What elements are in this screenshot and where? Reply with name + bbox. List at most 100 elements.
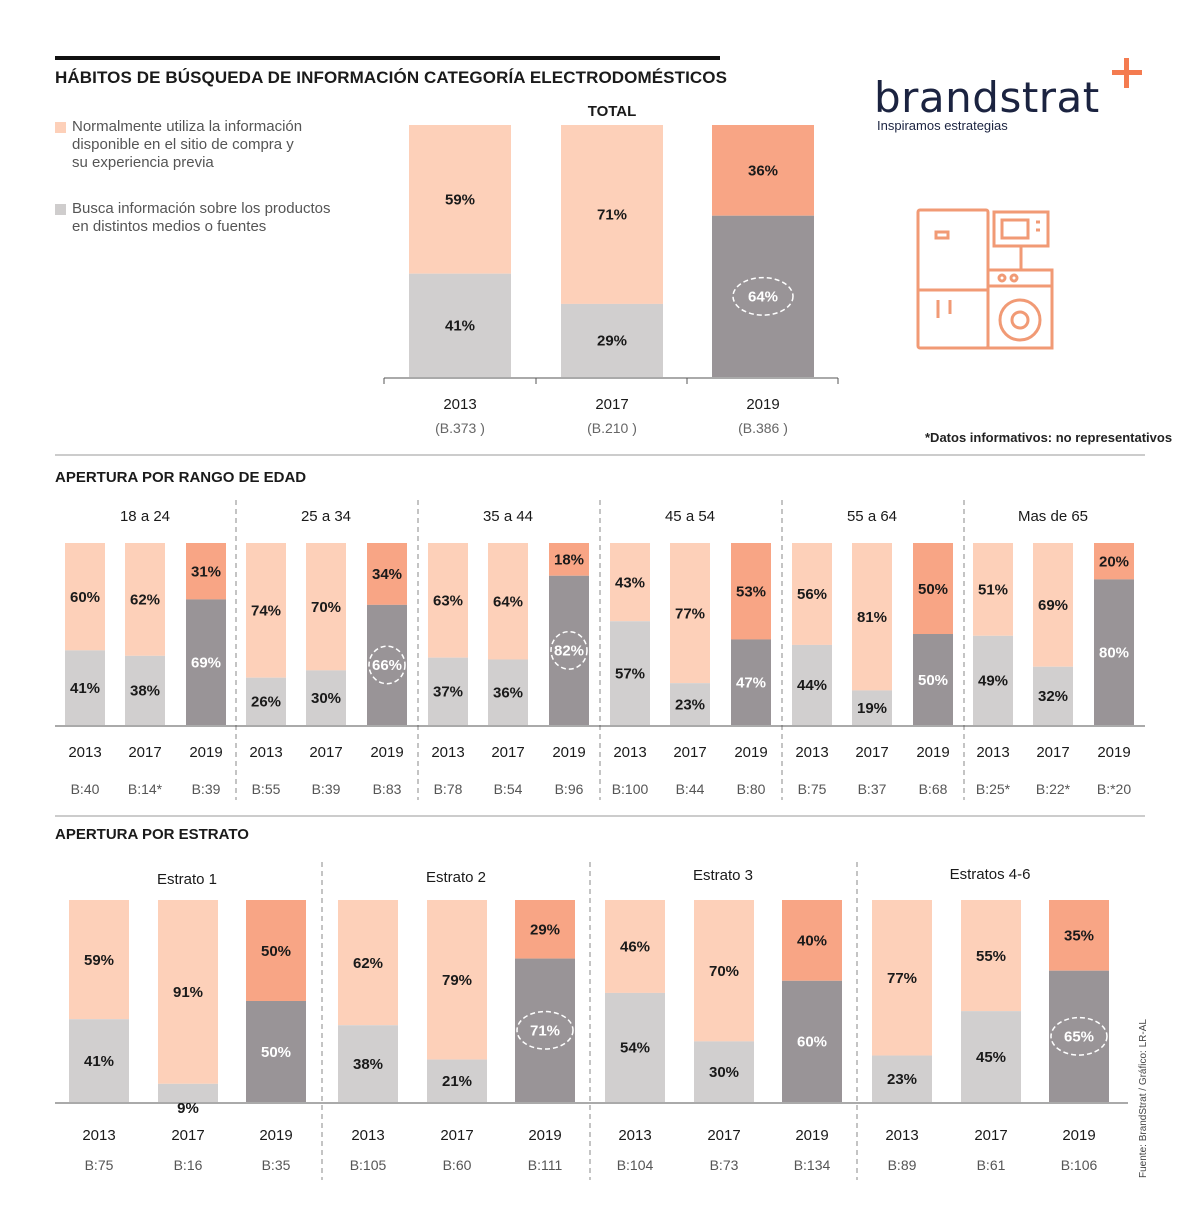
bar-bottom-18-a-24-2019 bbox=[186, 599, 226, 725]
base-label-18-a-24-2017: B:14* bbox=[128, 781, 163, 797]
data-label-top-total-2017: 71% bbox=[597, 207, 627, 224]
tick-label-estrato-3-2019: 2019 bbox=[795, 1127, 828, 1144]
bar-bottom-25-a-34-2017 bbox=[306, 670, 346, 725]
base-label-mas-de-65-2017: B:22* bbox=[1036, 781, 1071, 797]
tick-label-35-a-44-2019: 2019 bbox=[552, 744, 585, 761]
data-label-bottom-25-a-34-2019: 66% bbox=[372, 657, 402, 674]
data-label-top-total-2019: 36% bbox=[748, 163, 778, 180]
data-label-bottom-estrato-3-2013: 54% bbox=[620, 1040, 650, 1057]
bar-bottom-35-a-44-2017 bbox=[488, 659, 528, 725]
data-label-top-55-a-64-2013: 56% bbox=[797, 586, 827, 603]
data-label-bottom-18-a-24-2019: 69% bbox=[191, 654, 221, 671]
group-label-45-a-54: 45 a 54 bbox=[665, 508, 715, 525]
data-label-top-45-a-54-2017: 77% bbox=[675, 605, 705, 622]
tick-label-55-a-64-2019: 2019 bbox=[916, 744, 949, 761]
bar-top-estratos-4-6-2013 bbox=[872, 900, 932, 1056]
bar-top-estrato-2-2019 bbox=[515, 900, 575, 959]
base-label-45-a-54-2017: B:44 bbox=[676, 781, 705, 797]
base-label-total-2013: (B.373 ) bbox=[435, 420, 485, 436]
data-label-bottom-45-a-54-2013: 57% bbox=[615, 665, 645, 682]
base-label-mas-de-65-2013: B:25* bbox=[976, 781, 1011, 797]
bar-bottom-18-a-24-2017 bbox=[125, 655, 165, 725]
bar-bottom-total-2017 bbox=[561, 303, 663, 377]
data-label-top-estratos-4-6-2017: 55% bbox=[976, 948, 1006, 965]
data-label-bottom-45-a-54-2019: 47% bbox=[736, 674, 766, 691]
bar-top-18-a-24-2013 bbox=[65, 543, 105, 651]
data-label-top-mas-de-65-2019: 20% bbox=[1099, 553, 1129, 570]
bar-bottom-estrato-2-2013 bbox=[338, 1025, 398, 1102]
data-label-top-estrato-1-2017: 91% bbox=[173, 984, 203, 1001]
bar-top-35-a-44-2013 bbox=[428, 543, 468, 658]
tick-label-18-a-24-2017: 2017 bbox=[128, 744, 161, 761]
page-title: HÁBITOS DE BÚSQUEDA DE INFORMACIÓN CATEG… bbox=[55, 68, 728, 87]
bar-bottom-35-a-44-2019 bbox=[549, 575, 589, 725]
bar-bottom-estrato-3-2013 bbox=[605, 992, 665, 1102]
bar-bottom-total-2013 bbox=[409, 273, 511, 377]
data-label-top-18-a-24-2013: 60% bbox=[70, 589, 100, 606]
bar-top-estrato-3-2017 bbox=[694, 900, 754, 1042]
data-label-bottom-estrato-3-2019: 60% bbox=[797, 1034, 827, 1051]
bar-bottom-55-a-64-2017 bbox=[852, 690, 892, 725]
bar-bottom-25-a-34-2019 bbox=[367, 604, 407, 725]
header-rule bbox=[55, 56, 720, 60]
data-label-top-estrato-1-2019: 50% bbox=[261, 943, 291, 960]
bar-bottom-55-a-64-2019 bbox=[913, 634, 953, 725]
bar-bottom-mas-de-65-2013 bbox=[973, 635, 1013, 725]
tick-label-estrato-1-2017: 2017 bbox=[171, 1127, 204, 1144]
base-label-35-a-44-2013: B:78 bbox=[434, 781, 463, 797]
group-label-55-a-64: 55 a 64 bbox=[847, 508, 897, 525]
data-label-top-35-a-44-2013: 63% bbox=[433, 593, 463, 610]
data-label-bottom-estrato-2-2017: 21% bbox=[442, 1073, 472, 1090]
base-label-estrato-1-2013: B:75 bbox=[85, 1157, 114, 1173]
section-title-edad: APERTURA POR RANGO DE EDAD bbox=[55, 469, 306, 486]
bar-top-total-2017 bbox=[561, 125, 663, 304]
bar-bottom-18-a-24-2013 bbox=[65, 650, 105, 725]
data-label-bottom-estratos-4-6-2019: 65% bbox=[1064, 1029, 1094, 1046]
bar-top-estrato-1-2019 bbox=[246, 900, 306, 1001]
bar-top-estrato-2-2017 bbox=[427, 900, 487, 1060]
bar-bottom-45-a-54-2017 bbox=[670, 683, 710, 725]
base-label-55-a-64-2019: B:68 bbox=[919, 781, 948, 797]
bar-top-25-a-34-2019 bbox=[367, 543, 407, 605]
tick-label-18-a-24-2019: 2019 bbox=[189, 744, 222, 761]
tick-label-mas-de-65-2017: 2017 bbox=[1036, 744, 1069, 761]
base-label-estratos-4-6-2013: B:89 bbox=[888, 1157, 917, 1173]
data-label-bottom-total-2019: 64% bbox=[748, 289, 778, 306]
bar-top-18-a-24-2017 bbox=[125, 543, 165, 656]
data-label-top-mas-de-65-2017: 69% bbox=[1038, 597, 1068, 614]
data-label-top-35-a-44-2017: 64% bbox=[493, 593, 523, 610]
bar-top-55-a-64-2017 bbox=[852, 543, 892, 691]
bar-bottom-35-a-44-2013 bbox=[428, 657, 468, 725]
circle-highlight-estrato-2-2019 bbox=[516, 1010, 574, 1050]
group-label-18-a-24: 18 a 24 bbox=[120, 508, 170, 525]
section-title-estrato: APERTURA POR ESTRATO bbox=[55, 826, 249, 843]
data-label-bottom-18-a-24-2013: 41% bbox=[70, 680, 100, 697]
data-label-top-45-a-54-2013: 43% bbox=[615, 574, 645, 591]
logo-plus-icon bbox=[1112, 58, 1142, 88]
bar-bottom-estratos-4-6-2017 bbox=[961, 1011, 1021, 1102]
tick-label-estratos-4-6-2013: 2013 bbox=[885, 1127, 918, 1144]
bar-top-35-a-44-2019 bbox=[549, 543, 589, 576]
base-label-55-a-64-2013: B:75 bbox=[798, 781, 827, 797]
chart-title-total: TOTAL bbox=[588, 103, 637, 120]
tick-label-estrato-3-2013: 2013 bbox=[618, 1127, 651, 1144]
base-label-55-a-64-2017: B:37 bbox=[858, 781, 887, 797]
data-label-bottom-18-a-24-2017: 38% bbox=[130, 683, 160, 700]
data-label-top-estratos-4-6-2019: 35% bbox=[1064, 928, 1094, 945]
appliances-icon bbox=[916, 208, 1054, 350]
base-label-45-a-54-2013: B:100 bbox=[612, 781, 649, 797]
bar-top-45-a-54-2019 bbox=[731, 543, 771, 640]
data-label-bottom-mas-de-65-2013: 49% bbox=[978, 673, 1008, 690]
bar-top-mas-de-65-2019 bbox=[1094, 543, 1134, 580]
bar-bottom-total-2019 bbox=[712, 215, 814, 377]
tick-label-estrato-2-2017: 2017 bbox=[440, 1127, 473, 1144]
tick-label-estrato-2-2019: 2019 bbox=[528, 1127, 561, 1144]
base-label-25-a-34-2019: B:83 bbox=[373, 781, 402, 797]
bar-bottom-45-a-54-2013 bbox=[610, 621, 650, 725]
data-label-top-estrato-3-2019: 40% bbox=[797, 933, 827, 950]
data-label-bottom-35-a-44-2013: 37% bbox=[433, 684, 463, 701]
bar-bottom-estratos-4-6-2013 bbox=[872, 1055, 932, 1102]
base-label-35-a-44-2017: B:54 bbox=[494, 781, 523, 797]
data-label-bottom-estrato-2-2019: 71% bbox=[530, 1023, 560, 1040]
bar-top-estrato-3-2019 bbox=[782, 900, 842, 981]
